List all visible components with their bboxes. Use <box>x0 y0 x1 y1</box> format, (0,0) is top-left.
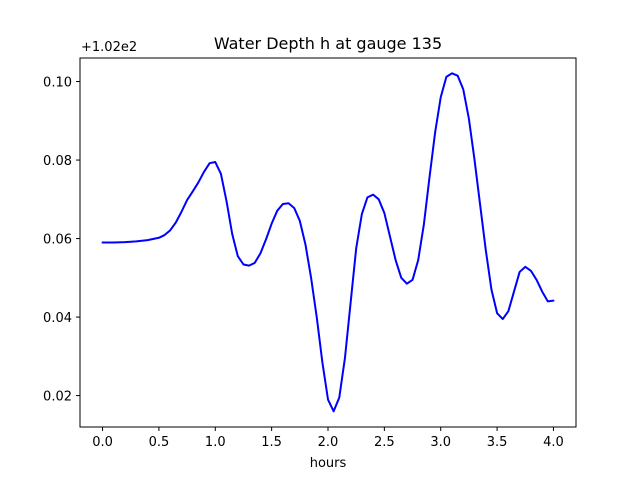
y-tick-label: 0.02 <box>43 390 72 405</box>
chart-title: Water Depth h at gauge 135 <box>214 34 442 53</box>
x-tick-label: 2.5 <box>374 435 395 450</box>
y-tick-label: 0.10 <box>43 76 72 91</box>
x-tick-label: 1.0 <box>205 435 226 450</box>
x-tick-label: 3.5 <box>487 435 508 450</box>
x-tick-label: 0.5 <box>149 435 170 450</box>
x-tick-label: 4.0 <box>543 435 564 450</box>
x-tick-label: 3.0 <box>430 435 451 450</box>
y-tick-label: 0.06 <box>43 233 72 248</box>
x-tick-label: 2.0 <box>318 435 339 450</box>
y-tick-label: 0.04 <box>43 311 72 326</box>
x-tick-label: 0.0 <box>92 435 113 450</box>
x-tick-label: 1.5 <box>261 435 282 450</box>
plot-area: 0.0 0.5 1.0 1.5 2.0 2.5 3.0 3.5 4.0 0.02 0.04 0.06 0… <box>43 57 577 450</box>
x-axis-label: hours <box>310 456 347 471</box>
y-offset-text: +1.02e2 <box>81 40 137 55</box>
series-line-0 <box>101 72 555 413</box>
y-tick-label: 0.08 <box>43 154 72 169</box>
